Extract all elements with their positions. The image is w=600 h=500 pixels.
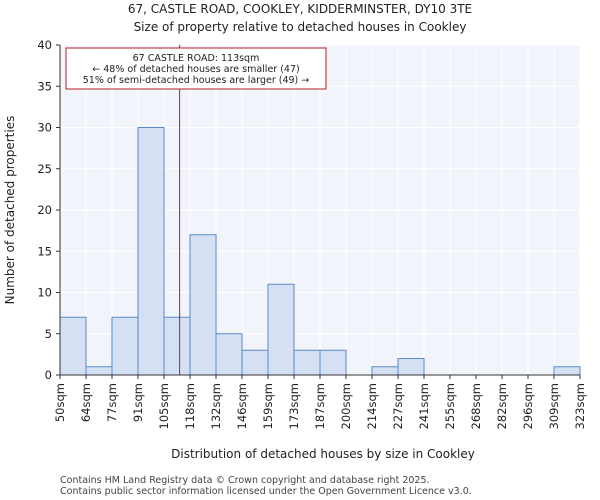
bar [371,366,399,376]
bars [59,127,581,376]
y-tick-label: 10 [37,286,52,300]
footer-line-1: Contains HM Land Registry data © Crown c… [60,475,430,486]
x-tick-label: 309sqm [547,383,561,429]
x-tick-label: 296sqm [521,383,535,429]
x-tick-label: 146sqm [235,383,249,429]
y-tick-label: 15 [37,244,52,258]
x-tick-label: 118sqm [183,383,197,429]
annotation-line-1: 67 CASTLE ROAD: 113sqm [133,53,260,64]
bar [137,127,165,376]
chart-subtitle: Size of property relative to detached ho… [134,20,467,34]
bar [293,349,321,376]
y-tick-label: 25 [37,162,52,176]
x-tick-label: 77sqm [105,383,119,422]
annotation-box: 67 CASTLE ROAD: 113sqm ← 48% of detached… [65,47,327,90]
bar [241,349,269,376]
bar [189,234,217,376]
x-tick-label: 200sqm [339,383,353,429]
x-tick-label: 91sqm [131,383,145,422]
y-tick-label: 20 [37,203,52,217]
y-tick-label: 40 [37,38,52,52]
x-tick-label: 268sqm [469,383,483,429]
y-tick-label: 30 [37,121,52,135]
y-axis-label: Number of detached properties [3,116,17,305]
annotation-line-2: ← 48% of detached houses are smaller (47… [92,64,299,75]
bar [85,366,113,376]
y-tick-label: 35 [37,79,52,93]
x-tick-label: 159sqm [261,383,275,429]
x-tick-label: 282sqm [495,383,509,429]
bar [397,358,425,376]
annotation-box-border [65,47,327,90]
x-tick-label: 227sqm [391,383,405,429]
x-tick-label: 173sqm [287,383,301,429]
y-tick-label: 0 [45,368,52,382]
y-tick-label: 5 [45,327,52,341]
x-tick-label: 132sqm [209,383,223,429]
x-tick-label: 214sqm [365,383,379,429]
x-axis-ticks: 50sqm 64sqm 77sqm 91sqm 105sqm 118sqm 132sqm 14… [53,375,587,429]
bar [215,333,243,376]
x-tick-label: 64sqm [79,383,93,422]
x-tick-label: 255sqm [443,383,457,429]
x-tick-label: 50sqm [53,383,67,422]
x-tick-label: 241sqm [417,383,431,429]
x-tick-label: 187sqm [313,383,327,429]
chart-title: 67, CASTLE ROAD, COOKLEY, KIDDERMINSTER,… [128,2,472,16]
footer-line-2: Contains public sector information licen… [60,486,472,497]
bar [267,283,295,376]
bar [59,316,87,376]
x-tick-label: 105sqm [157,383,171,429]
x-axis-label: Distribution of detached houses by size … [171,447,475,461]
bar [319,349,347,376]
annotation-line-3: 51% of semi-detached houses are larger (… [83,75,310,86]
y-axis-ticks: 0 5 10 15 20 25 30 35 40 [37,38,60,382]
x-tick-label: 323sqm [573,383,587,429]
bar [553,366,581,376]
bar [163,316,191,376]
bar [111,316,139,376]
